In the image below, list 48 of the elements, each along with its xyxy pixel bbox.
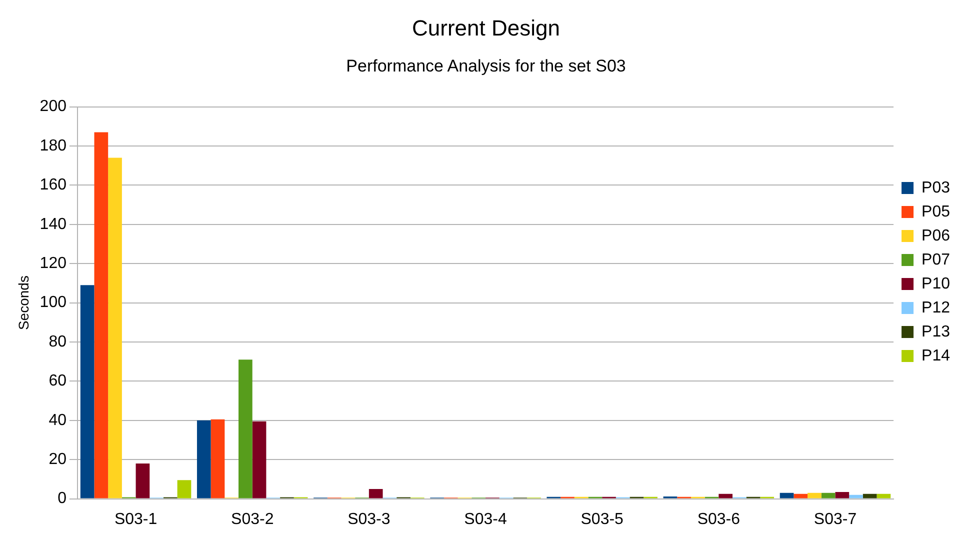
legend-label: P06 [922, 227, 950, 244]
bar [238, 360, 252, 498]
bar [835, 492, 850, 498]
bar [821, 492, 836, 498]
bar [849, 494, 863, 498]
x-tick-label: S03-2 [231, 510, 274, 528]
legend-label: P14 [922, 347, 950, 364]
legend-label: P05 [922, 203, 950, 220]
y-tick-label: 0 [58, 490, 67, 508]
x-tick-label: S03-1 [114, 510, 158, 528]
y-axis-title: Seconds [15, 276, 32, 330]
x-tick-label: S03-4 [464, 510, 507, 528]
bar [368, 489, 383, 498]
y-tick-label: 160 [40, 176, 67, 194]
y-tick-label: 140 [40, 216, 67, 233]
x-tick-label: S03-6 [697, 510, 740, 528]
legend-label: P13 [922, 323, 950, 340]
y-tick-label: 200 [40, 98, 67, 116]
bar [108, 158, 122, 498]
y-tick-label: 20 [48, 451, 67, 468]
bar [177, 480, 192, 498]
x-tick-label: S03-5 [580, 510, 624, 528]
bar [136, 464, 150, 498]
legend-label: P03 [922, 179, 950, 196]
chart-title: Current Design [412, 15, 560, 40]
y-tick-label: 60 [48, 372, 67, 390]
bar [718, 494, 733, 498]
bar [794, 494, 808, 498]
bar [94, 132, 108, 498]
y-tick-label: 120 [40, 255, 67, 272]
legend-label: P12 [922, 299, 950, 316]
legend-label: P10 [922, 275, 950, 292]
x-tick-label: S03-3 [348, 510, 390, 528]
chart-subtitle: Performance Analysis for the set S03 [346, 56, 626, 76]
bar [862, 494, 877, 498]
bar [876, 494, 891, 498]
y-tick-label: 100 [40, 294, 67, 312]
bar [80, 285, 94, 498]
y-tick-label: 180 [40, 137, 67, 154]
bar [808, 492, 822, 498]
y-tick-label: 40 [48, 412, 67, 429]
bar [252, 421, 266, 498]
y-tick-label: 80 [48, 333, 67, 350]
legend-label: P07 [922, 251, 950, 268]
bar [780, 492, 794, 498]
bar [210, 419, 225, 498]
bar [196, 420, 211, 498]
x-tick-label: S03-7 [814, 510, 857, 528]
